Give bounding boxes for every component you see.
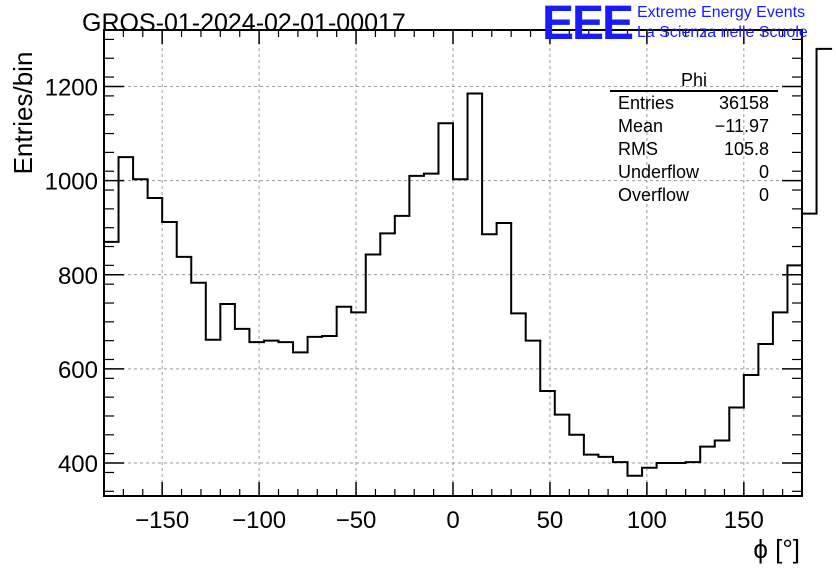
y-tick-label: 1000 xyxy=(45,169,98,196)
y-tick-label: 1200 xyxy=(45,74,98,101)
grid-lines xyxy=(104,30,802,496)
stats-row-rms: RMS 105.8 xyxy=(610,138,778,161)
logo-caption: Extreme Energy Events La Scienza nelle S… xyxy=(637,3,808,43)
logo-caption-line-2: La Scienza nelle Scuole xyxy=(637,24,808,41)
stats-label: RMS xyxy=(618,139,658,159)
y-axis-label: Entries/bin xyxy=(8,52,38,175)
y-tick-label: 600 xyxy=(58,357,98,384)
stats-row-mean: Mean −11.97 xyxy=(610,115,778,138)
stats-row-entries: Entries 36158 xyxy=(610,92,778,115)
x-tick-label: −150 xyxy=(135,507,189,534)
y-tick-label: 800 xyxy=(58,263,98,290)
stats-label: Entries xyxy=(618,93,675,113)
stats-box: Phi Entries 36158 Mean −11.97 RMS 105.8 … xyxy=(610,70,778,207)
stats-value: 36158 xyxy=(718,93,769,113)
stats-value: 0 xyxy=(758,185,769,205)
y-tick-label: 400 xyxy=(58,451,98,478)
x-tick-labels: −150 −100 −50 0 50 100 150 xyxy=(135,507,764,534)
x-tick-label: 150 xyxy=(724,507,764,534)
y-tick-labels: 400 600 800 1000 1200 xyxy=(45,74,98,478)
stats-label: Mean xyxy=(618,116,664,136)
chart-title: GROS-01-2024-02-01-00017 xyxy=(82,9,406,37)
stats-box-title: Phi xyxy=(610,70,778,92)
x-tick-label: 100 xyxy=(627,507,667,534)
histogram-series xyxy=(103,47,833,477)
stats-value: 105.8 xyxy=(723,139,769,159)
x-axis-label: ϕ [°] xyxy=(753,534,800,564)
logo-caption-line-1: Extreme Energy Events xyxy=(637,4,806,21)
x-tick-label: −100 xyxy=(232,507,286,534)
x-tick-label: −50 xyxy=(336,507,377,534)
stats-row-overflow: Overflow 0 xyxy=(610,184,778,207)
stats-label: Overflow xyxy=(618,185,690,205)
stats-row-underflow: Underflow 0 xyxy=(610,161,778,184)
stats-label: Underflow xyxy=(618,162,700,182)
stats-value: 0 xyxy=(758,162,769,182)
eee-logo: EEE xyxy=(542,0,634,50)
axis-ticks xyxy=(103,30,803,496)
x-tick-label: 50 xyxy=(537,507,564,534)
stats-value: −11.97 xyxy=(714,116,769,136)
x-tick-label: 0 xyxy=(446,507,459,534)
